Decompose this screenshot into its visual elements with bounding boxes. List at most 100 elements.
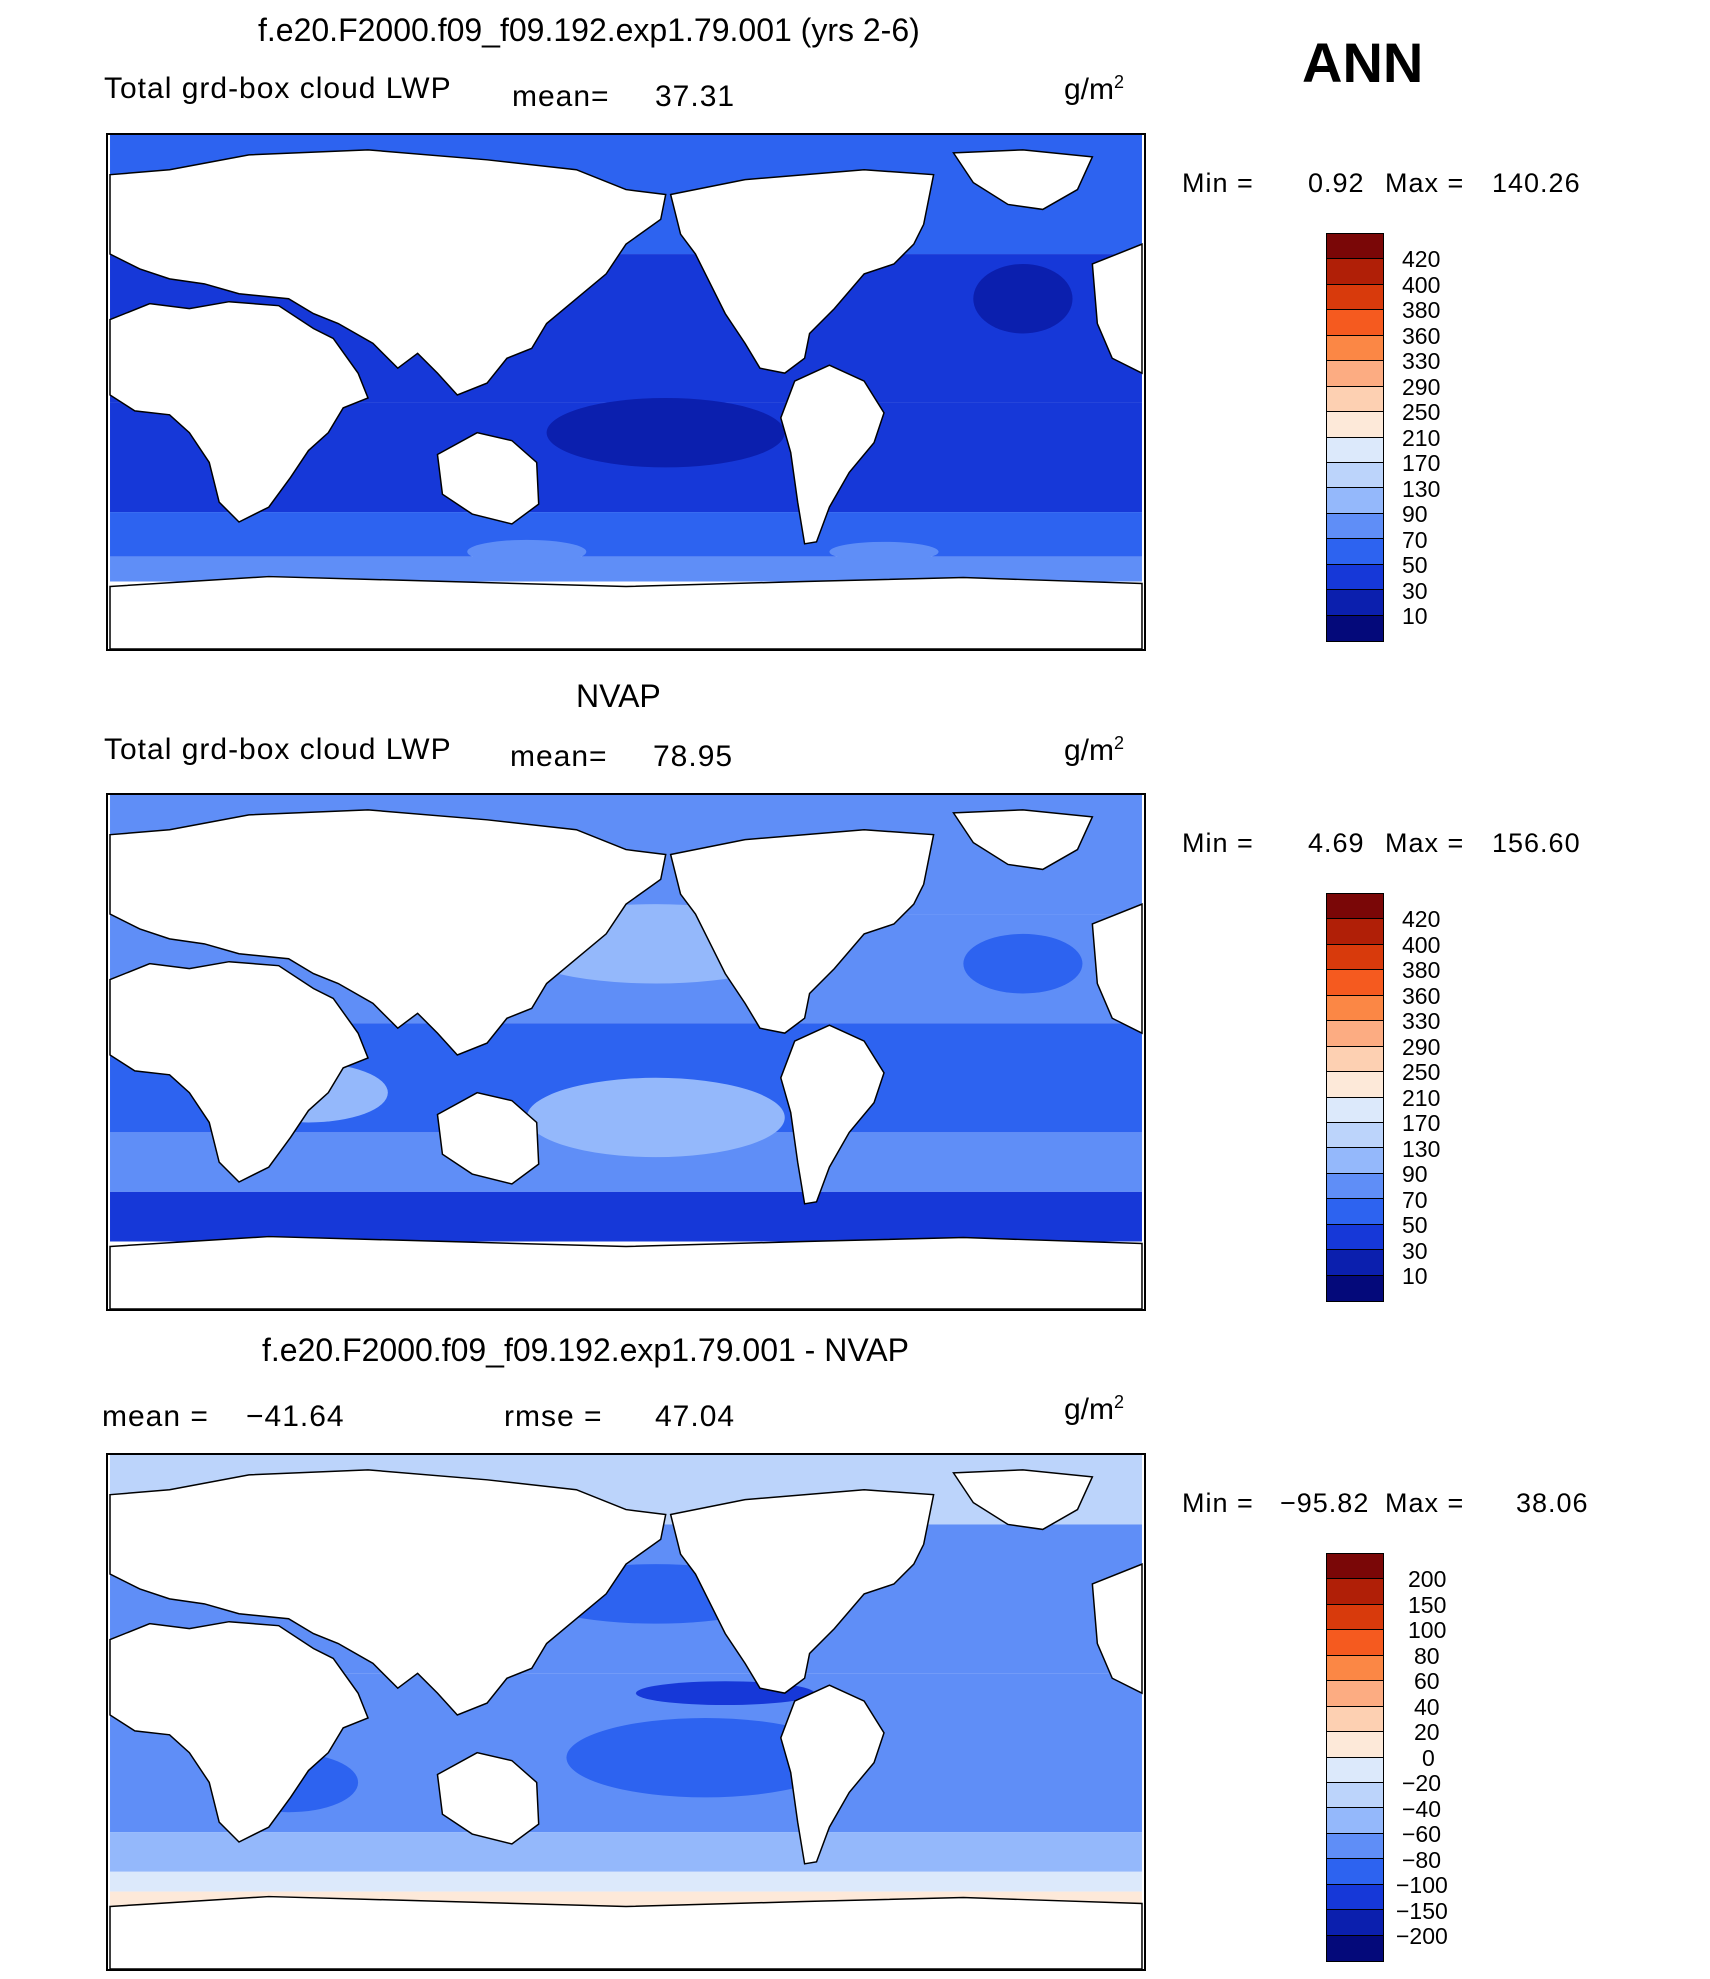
colorbar-swatch (1327, 1808, 1383, 1834)
colorbar-swatch (1327, 1046, 1383, 1073)
colorbar-swatch (1327, 310, 1383, 336)
colorbar-swatch (1327, 1224, 1383, 1251)
continent-outline (669, 1488, 935, 1694)
panel2-cbar-label: 50 (1402, 1212, 1428, 1238)
panel2-max-label: Max = (1385, 828, 1465, 858)
panel3-cbar-label: 60 (1414, 1668, 1440, 1694)
panel1-cbar-label: 10 (1402, 603, 1428, 629)
colorbar-swatch (1327, 1630, 1383, 1656)
colorbar-swatch (1327, 1097, 1383, 1123)
field-band (110, 1871, 1142, 1892)
colorbar-swatch (1327, 361, 1383, 387)
panel2-cbar-label: 10 (1402, 1263, 1428, 1289)
colorbar-swatch (1327, 234, 1383, 260)
panel1-max-value: 140.26 (1492, 168, 1581, 198)
panel3-cbar-label: 0 (1422, 1745, 1435, 1771)
colorbar-swatch (1327, 513, 1383, 540)
colorbar-swatch (1327, 1859, 1383, 1885)
panel2-cbar-label: 420 (1402, 906, 1441, 932)
panel1-cbar-label: 380 (1402, 297, 1441, 323)
continents (109, 1469, 1143, 1969)
panel2-cbar-label: 290 (1402, 1034, 1441, 1060)
continent-outline (109, 1469, 667, 1716)
colorbar-swatch (1327, 437, 1383, 463)
panel3-cbar-label: 40 (1414, 1694, 1440, 1720)
panel2-cbar-label: 30 (1402, 1238, 1428, 1264)
panel3-max-value: 38.06 (1516, 1488, 1589, 1518)
continent-outline (109, 960, 369, 1183)
continent-outline (1091, 903, 1143, 1035)
panel3-cbar-label: −150 (1396, 1898, 1448, 1924)
continent-outline (109, 575, 1143, 649)
panel2-cbar-label: 380 (1402, 957, 1441, 983)
panel1-field-label: Total grd-box cloud LWP (104, 72, 452, 105)
continent-outline (669, 828, 935, 1034)
colorbar-swatch (1327, 1935, 1383, 1961)
continent-outline (109, 1235, 1143, 1309)
panel2-min-value: 4.69 (1308, 828, 1365, 858)
panel3-cbar-label: −80 (1402, 1847, 1442, 1873)
panel3-map-svg (109, 1455, 1143, 1969)
panel3-title: f.e20.F2000.f09_f09.192.exp1.79.001 - NV… (262, 1332, 909, 1368)
colorbar-swatch (1327, 1757, 1383, 1783)
colorbar-swatch (1327, 412, 1383, 438)
panel2-title: NVAP (576, 678, 661, 714)
panel3-cbar-label: −200 (1396, 1923, 1448, 1949)
field-contour (973, 263, 1073, 334)
colorbar-swatch (1327, 1579, 1383, 1605)
panel3-cbar-label: −40 (1402, 1796, 1442, 1822)
panel2-cbar-label: 70 (1402, 1187, 1428, 1213)
colorbar-swatch (1327, 488, 1383, 514)
colorbar-swatch (1327, 970, 1383, 996)
continent-outline (952, 149, 1094, 211)
panel2-unit: g/m2 (1064, 733, 1125, 767)
panel2-min-label: Min = (1182, 828, 1254, 858)
panel1-title: f.e20.F2000.f09_f09.192.exp1.79.001 (yrs… (258, 12, 920, 48)
continent-outline (109, 149, 667, 396)
panel3-min-value: −95.82 (1280, 1488, 1370, 1518)
panel2-mean-value: 78.95 (653, 740, 734, 773)
colorbar-swatch (1327, 1275, 1383, 1301)
colorbar-swatch (1327, 919, 1383, 945)
season-label: ANN (1302, 31, 1424, 94)
panel3-cbar-label: 200 (1408, 1566, 1447, 1592)
colorbar-swatch (1327, 1021, 1383, 1047)
colorbar-swatch (1327, 564, 1383, 591)
colorbar-swatch (1327, 944, 1383, 971)
continent-outline (436, 1751, 540, 1845)
colorbar-swatch (1327, 1604, 1383, 1631)
colorbar-swatch (1327, 1884, 1383, 1911)
panel3-colorbar (1326, 1553, 1384, 1962)
panel3-max-label: Max = (1385, 1488, 1465, 1518)
colorbar-swatch (1327, 1782, 1383, 1809)
panel1-cbar-label: 50 (1402, 552, 1428, 578)
colorbar-swatch (1327, 462, 1383, 489)
panel3-cbar-label: −20 (1402, 1770, 1442, 1796)
panel1-max-label: Max = (1385, 168, 1465, 198)
continent-outline (952, 809, 1094, 871)
panel2-colorbar (1326, 893, 1384, 1302)
colorbar-swatch (1327, 259, 1383, 285)
continent-outline (669, 168, 935, 374)
colorbar-swatch (1327, 1122, 1383, 1149)
panel2-map-svg (109, 795, 1143, 1309)
continent-outline (780, 1684, 885, 1865)
panel1-cbar-label: 130 (1402, 476, 1441, 502)
panel2-cbar-label: 330 (1402, 1008, 1441, 1034)
panel1-cbar-label: 30 (1402, 578, 1428, 604)
panel1-unit: g/m2 (1064, 72, 1125, 106)
panel1-cbar-label: 250 (1402, 399, 1441, 425)
panel3-cbar-label: 100 (1408, 1617, 1447, 1643)
colorbar-swatch (1327, 590, 1383, 616)
field-contour (546, 397, 785, 468)
panel3-mean-value: −41.64 (246, 1400, 345, 1433)
continent-outline (109, 809, 667, 1056)
field-band (110, 1832, 1142, 1872)
colorbar-swatch (1327, 335, 1383, 362)
colorbar-swatch (1327, 1173, 1383, 1200)
colorbar-swatch (1327, 1655, 1383, 1682)
field-band (110, 1191, 1142, 1242)
continent-outline (780, 364, 885, 545)
panel1-cbar-label: 90 (1402, 501, 1428, 527)
panel2-field-label: Total grd-box cloud LWP (104, 733, 452, 766)
